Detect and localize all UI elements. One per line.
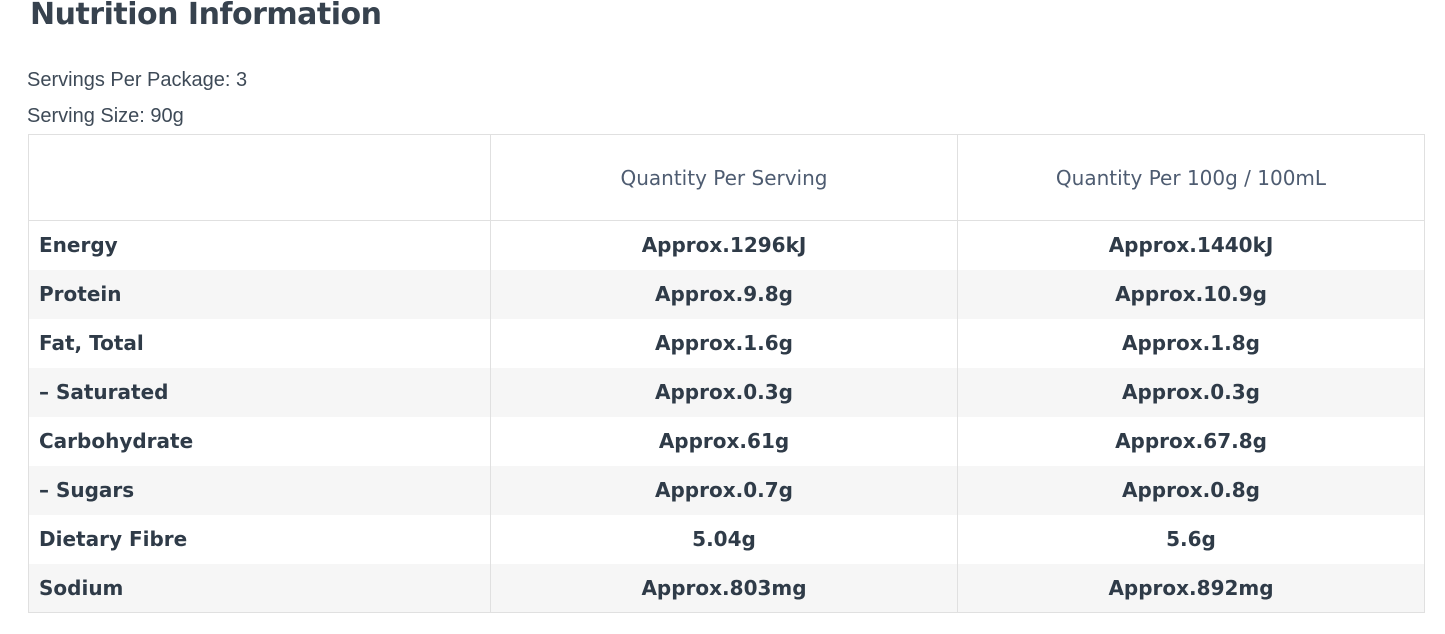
- row-label: – Sugars: [39, 478, 135, 502]
- per-serving-value: Approx.0.7g: [490, 465, 958, 515]
- per-100g-value: Approx.1440kJ: [957, 220, 1425, 270]
- column-header-per-serving: Quantity Per Serving: [490, 134, 958, 221]
- row-label: Energy: [39, 233, 118, 258]
- per-100g-value: 5.6g: [957, 514, 1425, 564]
- per-serving-value: Approx.61g: [490, 416, 958, 466]
- table-row: – Sugars Approx.0.7g Approx.0.8g: [28, 465, 1425, 515]
- per-100g-value: Approx.67.8g: [957, 416, 1425, 466]
- per-serving-value: Approx.9.8g: [490, 269, 958, 319]
- per-100g-value: Approx.1.8g: [957, 318, 1425, 368]
- per-serving-value: Approx.0.3g: [490, 367, 958, 417]
- table-row: Fat, Total Approx.1.6g Approx.1.8g: [29, 318, 1425, 368]
- per-serving-value: Approx.1.6g: [490, 318, 958, 368]
- row-label: Sodium: [39, 575, 124, 600]
- servings-per-package-text: Servings Per Package: 3: [27, 69, 248, 91]
- per-serving-value: Approx.803mg: [490, 563, 958, 613]
- table-row: Sodium Approx.803mg Approx.892mg: [28, 563, 1425, 613]
- serving-size-text: Serving Size: 90g: [27, 105, 184, 127]
- row-label: Protein: [39, 282, 122, 306]
- row-label: Carbohydrate: [39, 429, 194, 453]
- row-label: Dietary Fibre: [39, 527, 188, 551]
- table-row: – Saturated Approx.0.3g Approx.0.3g: [28, 367, 1425, 417]
- page-title: Nutrition Information: [30, 0, 382, 32]
- table-row: Carbohydrate Approx.61g Approx.67.8g: [29, 416, 1425, 466]
- row-label: – Saturated: [39, 380, 169, 404]
- per-100g-value: Approx.0.3g: [957, 367, 1425, 417]
- nutrition-table: Quantity Per Serving Quantity Per 100g /…: [28, 134, 1425, 613]
- per-100g-value: Approx.0.8g: [957, 465, 1425, 515]
- per-serving-value: Approx.1296kJ: [490, 220, 958, 270]
- per-100g-value: Approx.892mg: [957, 563, 1425, 613]
- column-header-blank: [28, 134, 491, 221]
- table-header-row: Quantity Per Serving Quantity Per 100g /…: [28, 134, 1425, 221]
- row-label: Fat, Total: [39, 331, 144, 355]
- per-serving-value: 5.04g: [490, 514, 958, 564]
- table-row: Protein Approx.9.8g Approx.10.9g: [28, 269, 1425, 319]
- column-header-per-100g: Quantity Per 100g / 100mL: [957, 134, 1425, 221]
- table-row: Dietary Fibre 5.04g 5.6g: [29, 514, 1425, 564]
- table-row: Energy Approx.1296kJ Approx.1440kJ: [29, 220, 1425, 270]
- per-100g-value: Approx.10.9g: [957, 269, 1425, 319]
